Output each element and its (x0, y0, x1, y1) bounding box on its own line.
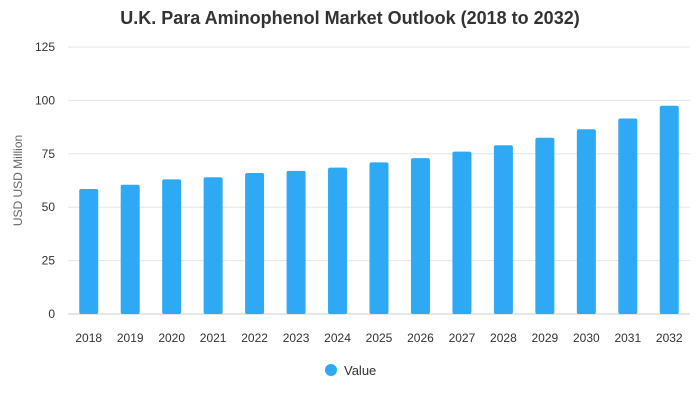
bar-2023 (286, 170, 306, 314)
bar-2025 (369, 162, 389, 314)
bar-2022 (245, 173, 265, 314)
y-tick-label: 50 (42, 200, 56, 214)
y-tick-label: 25 (42, 254, 56, 268)
bar-2029 (535, 137, 555, 314)
bar-2019 (120, 184, 140, 314)
bar-2032 (659, 105, 679, 315)
bar-2018 (79, 189, 99, 314)
y-axis-title: USD USD Million (11, 135, 25, 226)
x-tick-label: 2027 (449, 331, 476, 345)
x-tick-label: 2025 (366, 331, 393, 345)
y-tick-label: 75 (42, 147, 56, 161)
bar-2024 (328, 167, 348, 314)
x-tick-label: 2022 (241, 331, 268, 345)
y-tick-label: 125 (35, 40, 55, 54)
x-tick-label: 2030 (573, 331, 600, 345)
x-tick-label: 2018 (75, 331, 102, 345)
bar-2027 (452, 151, 472, 314)
legend-swatch (325, 364, 337, 376)
x-tick-label: 2026 (407, 331, 434, 345)
x-tick-label: 2029 (532, 331, 559, 345)
y-tick-label: 0 (48, 307, 55, 321)
bar-2021 (203, 177, 223, 314)
bar-2030 (576, 129, 596, 314)
x-tick-label: 2032 (656, 331, 683, 345)
x-tick-label: 2031 (614, 331, 641, 345)
x-tick-label: 2019 (117, 331, 144, 345)
x-tick-label: 2023 (283, 331, 310, 345)
y-tick-label: 100 (35, 93, 55, 107)
bar-2026 (410, 158, 430, 314)
bar-2020 (162, 179, 182, 314)
x-tick-label: 2028 (490, 331, 517, 345)
x-tick-label: 2021 (200, 331, 227, 345)
x-tick-label: 2020 (158, 331, 185, 345)
legend-label: Value (344, 363, 376, 378)
x-tick-label: 2024 (324, 331, 351, 345)
bar-2028 (493, 145, 513, 314)
bar-2031 (618, 118, 638, 314)
chart-title: U.K. Para Aminophenol Market Outlook (20… (120, 8, 580, 28)
